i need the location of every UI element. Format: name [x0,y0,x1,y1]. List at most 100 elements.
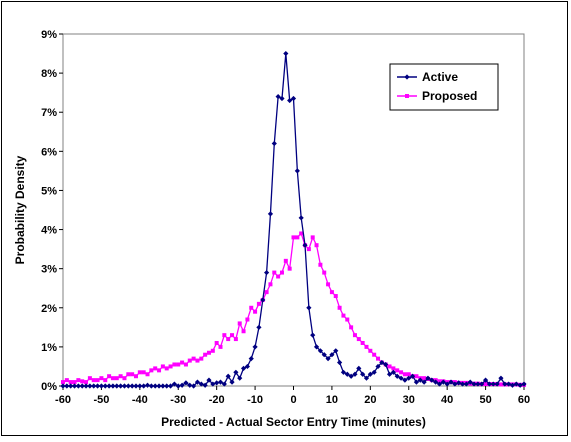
data-point [429,377,435,383]
data-point [356,337,361,342]
series-line [62,232,524,386]
data-point [333,348,339,354]
data-point [405,94,409,98]
data-point [287,97,293,104]
data-point [71,383,78,389]
data-point [268,282,273,287]
data-point [295,235,300,240]
data-point [402,377,408,383]
data-point [409,373,416,379]
data-point [156,383,162,389]
data-point [279,95,285,102]
data-point [367,371,373,377]
x-tick-label: -10 [247,394,263,406]
data-point [137,383,143,389]
data-point [482,377,489,383]
data-point [341,313,346,318]
data-point [475,381,481,387]
data-point [171,381,178,387]
data-point [329,352,335,358]
data-point [206,350,211,355]
data-point [94,383,101,389]
data-point [210,348,215,353]
data-point [448,379,454,385]
data-point [64,383,70,389]
data-point [287,266,292,271]
data-point [61,380,65,385]
y-tick-label: 4% [41,225,57,237]
y-tick-label: 5% [41,185,57,197]
data-point [172,362,177,367]
data-point [436,381,443,387]
data-point [129,383,135,389]
data-point [145,372,150,377]
y-tick-label: 1% [41,342,57,354]
data-point [103,378,108,383]
line-chart: 0% 1% 2% 3% 4% 5% 6% 7% 8% 9% -60 -50 -40 -30 -20 -10 0 1… [13,29,530,429]
data-point [395,368,400,373]
data-point [84,380,89,385]
data-point [99,376,104,381]
data-point [68,383,74,389]
data-point [386,371,393,377]
data-point [471,381,477,387]
data-point [68,380,73,385]
x-tick-label: 0 [290,394,296,406]
data-point [183,380,189,386]
data-point [275,93,281,100]
data-point [349,325,354,330]
data-point [271,140,277,147]
data-point [210,381,216,387]
data-point [87,376,92,381]
legend: Active Proposed [389,63,499,111]
data-point [283,258,288,263]
data-point [244,363,250,370]
data-point [153,366,158,371]
data-point [371,369,377,375]
data-point [141,383,147,389]
data-point [183,362,188,367]
x-tick-label: -20 [209,394,225,406]
data-point [191,383,197,389]
data-point [513,381,519,387]
x-tick-label: -40 [132,394,148,406]
data-point [344,371,350,377]
data-point [290,95,297,102]
data-point [276,274,281,279]
data-point [440,379,446,385]
data-point [160,383,166,389]
data-point [245,317,250,322]
data-point [75,383,81,389]
data-point [372,352,377,357]
data-point [256,324,262,330]
data-point [137,370,142,375]
data-point [214,380,220,386]
legend-label: Active [422,70,458,84]
data-point [199,356,204,361]
data-point [413,379,420,385]
data-point [167,383,174,389]
y-tick-label: 0% [41,381,57,393]
data-point [283,50,289,57]
data-point [187,382,193,388]
data-point [490,381,496,387]
data-point [306,247,311,252]
x-tick-label: -50 [93,394,109,406]
data-point [264,290,269,295]
data-point [179,382,185,388]
data-point [160,364,165,369]
data-point [302,242,308,248]
data-point [180,360,185,365]
data-point [72,380,77,385]
data-point [364,344,369,349]
data-point [352,333,357,338]
data-point [502,381,508,387]
data-point [164,383,170,389]
data-point [402,372,407,377]
data-point [226,337,231,342]
data-point [317,348,323,354]
data-point [222,333,227,338]
data-point [187,358,192,363]
data-point [404,74,410,80]
data-point [318,262,323,267]
